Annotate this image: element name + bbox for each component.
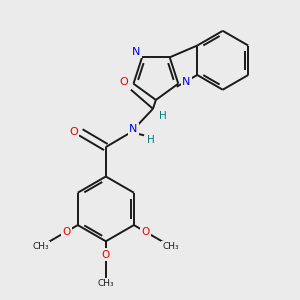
Text: CH₃: CH₃ [163,242,179,251]
Text: N: N [182,77,191,87]
Text: CH₃: CH₃ [98,280,114,289]
Text: O: O [69,127,78,137]
Text: O: O [120,77,128,87]
Text: O: O [102,250,110,260]
Text: N: N [132,47,140,57]
Text: H: H [147,135,154,145]
Text: O: O [62,227,70,237]
Text: O: O [141,227,149,237]
Text: N: N [129,124,137,134]
Text: H: H [159,111,167,121]
Text: CH₃: CH₃ [32,242,49,251]
